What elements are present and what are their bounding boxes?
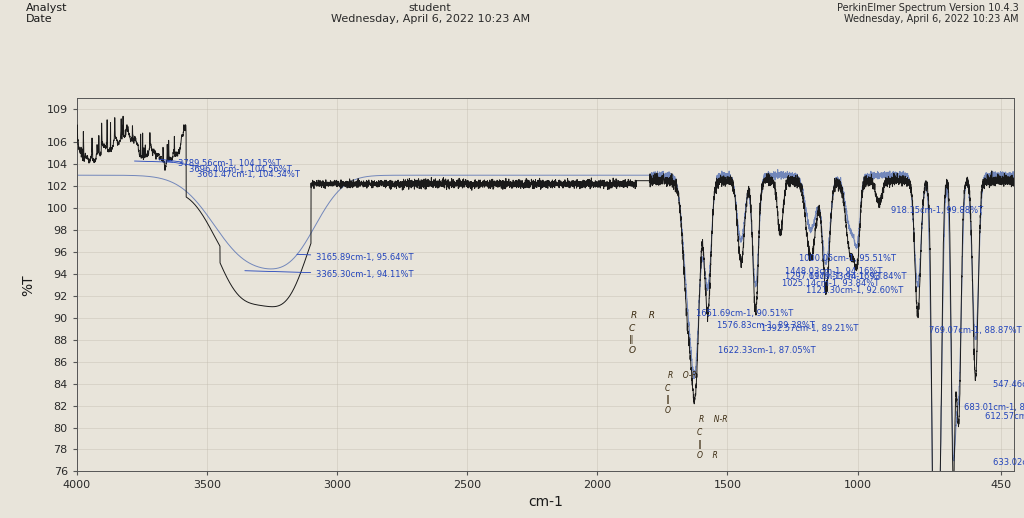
Text: 3661.47cm-1, 104.34%T: 3661.47cm-1, 104.34%T [168, 162, 299, 179]
Y-axis label: %T: %T [22, 274, 36, 296]
Text: ‖: ‖ [629, 335, 634, 344]
Text: R    N-R: R N-R [698, 415, 727, 424]
Text: 1179.53cm-1, 93.84%T: 1179.53cm-1, 93.84%T [809, 272, 907, 281]
Text: 1392.57cm-1, 89.21%T: 1392.57cm-1, 89.21%T [761, 324, 859, 333]
Text: O: O [665, 406, 671, 415]
Text: student
Wednesday, April 6, 2022 10:23 AM: student Wednesday, April 6, 2022 10:23 A… [331, 3, 529, 24]
Text: 3365.30cm-1, 94.11%T: 3365.30cm-1, 94.11%T [245, 270, 414, 279]
Text: 1121.30cm-1, 92.60%T: 1121.30cm-1, 92.60%T [806, 285, 903, 295]
Text: PerkinElmer Spectrum Version 10.4.3
Wednesday, April 6, 2022 10:23 AM: PerkinElmer Spectrum Version 10.4.3 Wedn… [838, 3, 1019, 24]
Text: 1297.69cm-1, 94.16%T: 1297.69cm-1, 94.16%T [784, 272, 882, 281]
Text: 1651.69cm-1, 90.51%T: 1651.69cm-1, 90.51%T [696, 309, 794, 318]
Text: 3165.89cm-1, 95.64%T: 3165.89cm-1, 95.64%T [297, 253, 414, 262]
Text: 1000.05cm-1, 95.51%T: 1000.05cm-1, 95.51%T [799, 254, 896, 263]
Text: 1576.83cm-1, 89.38%T: 1576.83cm-1, 89.38%T [717, 321, 815, 329]
Text: 633.02cm-1, 76.81%T: 633.02cm-1, 76.81%T [993, 458, 1024, 467]
Text: 1025.14cm-1, 93.84%T: 1025.14cm-1, 93.84%T [782, 279, 880, 288]
Text: 918.15cm-1, 99.88%T: 918.15cm-1, 99.88%T [892, 206, 984, 214]
Text: R    O-R: R O-R [668, 371, 696, 380]
Text: 612.57cm-1, 81.05%T: 612.57cm-1, 81.05%T [985, 412, 1024, 421]
Text: C: C [665, 384, 671, 393]
Text: 547.46cm-1, 83.99%T: 547.46cm-1, 83.99%T [993, 380, 1024, 389]
X-axis label: cm-1: cm-1 [527, 495, 563, 509]
Text: 3696.40cm-1, 104.56%T: 3696.40cm-1, 104.56%T [159, 159, 292, 174]
Text: 769.07cm-1, 88.87%T: 769.07cm-1, 88.87%T [929, 326, 1022, 335]
Text: O    R: O R [696, 451, 718, 460]
Text: 683.01cm-1, 81.80%T: 683.01cm-1, 81.80%T [965, 403, 1024, 412]
Text: O: O [629, 346, 636, 355]
Text: 1448.03cm-1, 94.16%T: 1448.03cm-1, 94.16%T [784, 267, 882, 276]
Text: 3789.56cm-1, 104.15%T: 3789.56cm-1, 104.15%T [134, 160, 281, 168]
Text: 1622.33cm-1, 87.05%T: 1622.33cm-1, 87.05%T [719, 347, 816, 355]
Text: C: C [629, 324, 635, 333]
Text: C: C [696, 428, 702, 437]
Text: ‖: ‖ [666, 395, 670, 404]
Text: Analyst
Date: Analyst Date [26, 3, 68, 24]
Text: R    R: R R [631, 311, 655, 320]
Text: ‖: ‖ [697, 440, 701, 449]
